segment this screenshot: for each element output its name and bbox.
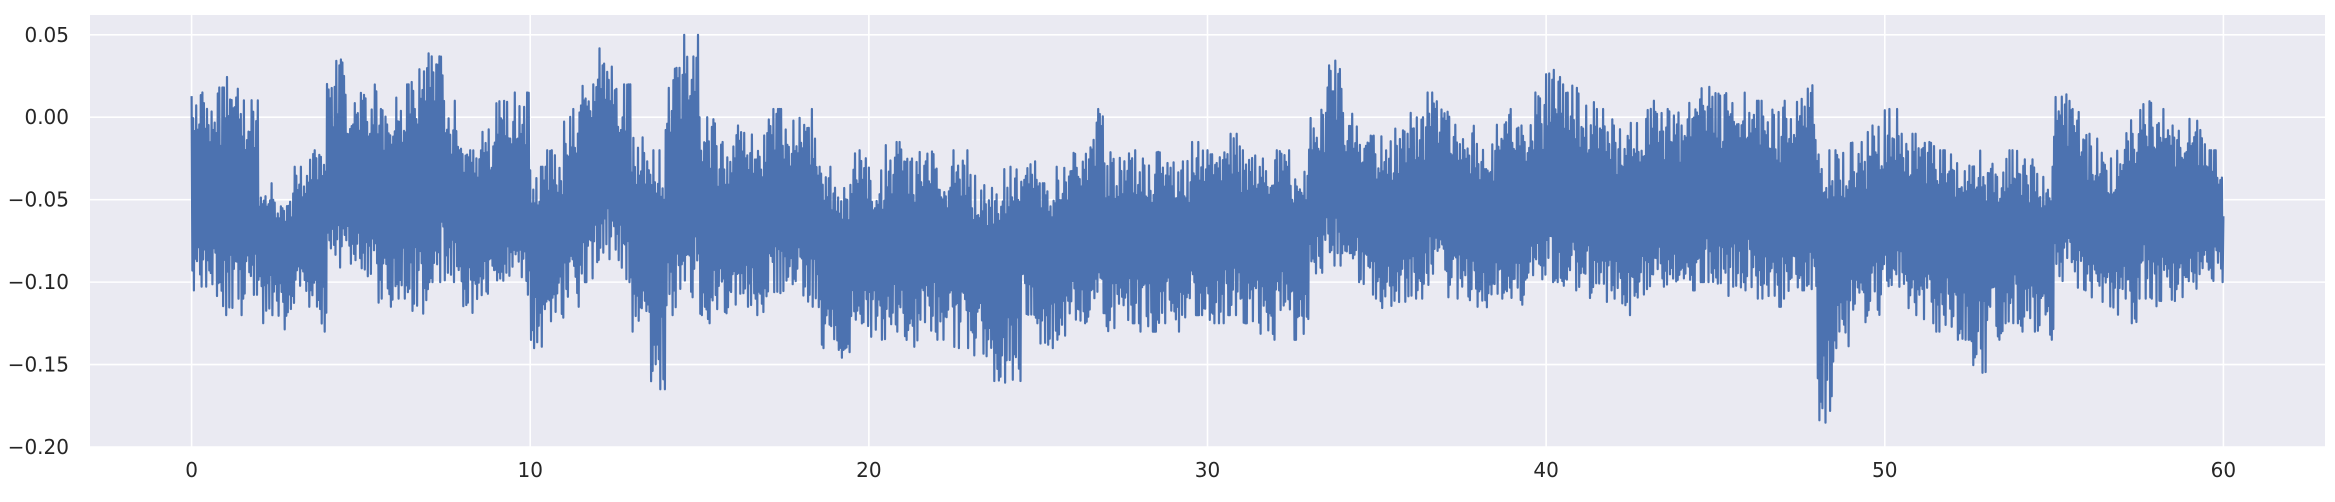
y-axis: −0.20 −0.15 −0.10 −0.05 0.00 0.05 — [8, 23, 69, 459]
x-tick-label: 40 — [1533, 458, 1558, 482]
y-tick-label: −0.20 — [8, 435, 69, 459]
y-tick-label: 0.00 — [24, 105, 69, 129]
y-tick-label: −0.05 — [8, 188, 69, 212]
x-tick-label: 10 — [518, 458, 543, 482]
series-line — [190, 33, 2225, 424]
x-axis: 0 10 20 30 40 50 60 — [185, 458, 2236, 482]
x-tick-label: 60 — [2211, 458, 2236, 482]
series-layer — [190, 33, 2225, 424]
y-tick-label: 0.05 — [24, 23, 69, 47]
x-tick-label: 0 — [185, 458, 198, 482]
x-tick-label: 20 — [856, 458, 881, 482]
y-tick-label: −0.15 — [8, 353, 69, 377]
x-tick-label: 50 — [1872, 458, 1897, 482]
y-tick-label: −0.10 — [8, 270, 69, 294]
x-tick-label: 30 — [1195, 458, 1220, 482]
